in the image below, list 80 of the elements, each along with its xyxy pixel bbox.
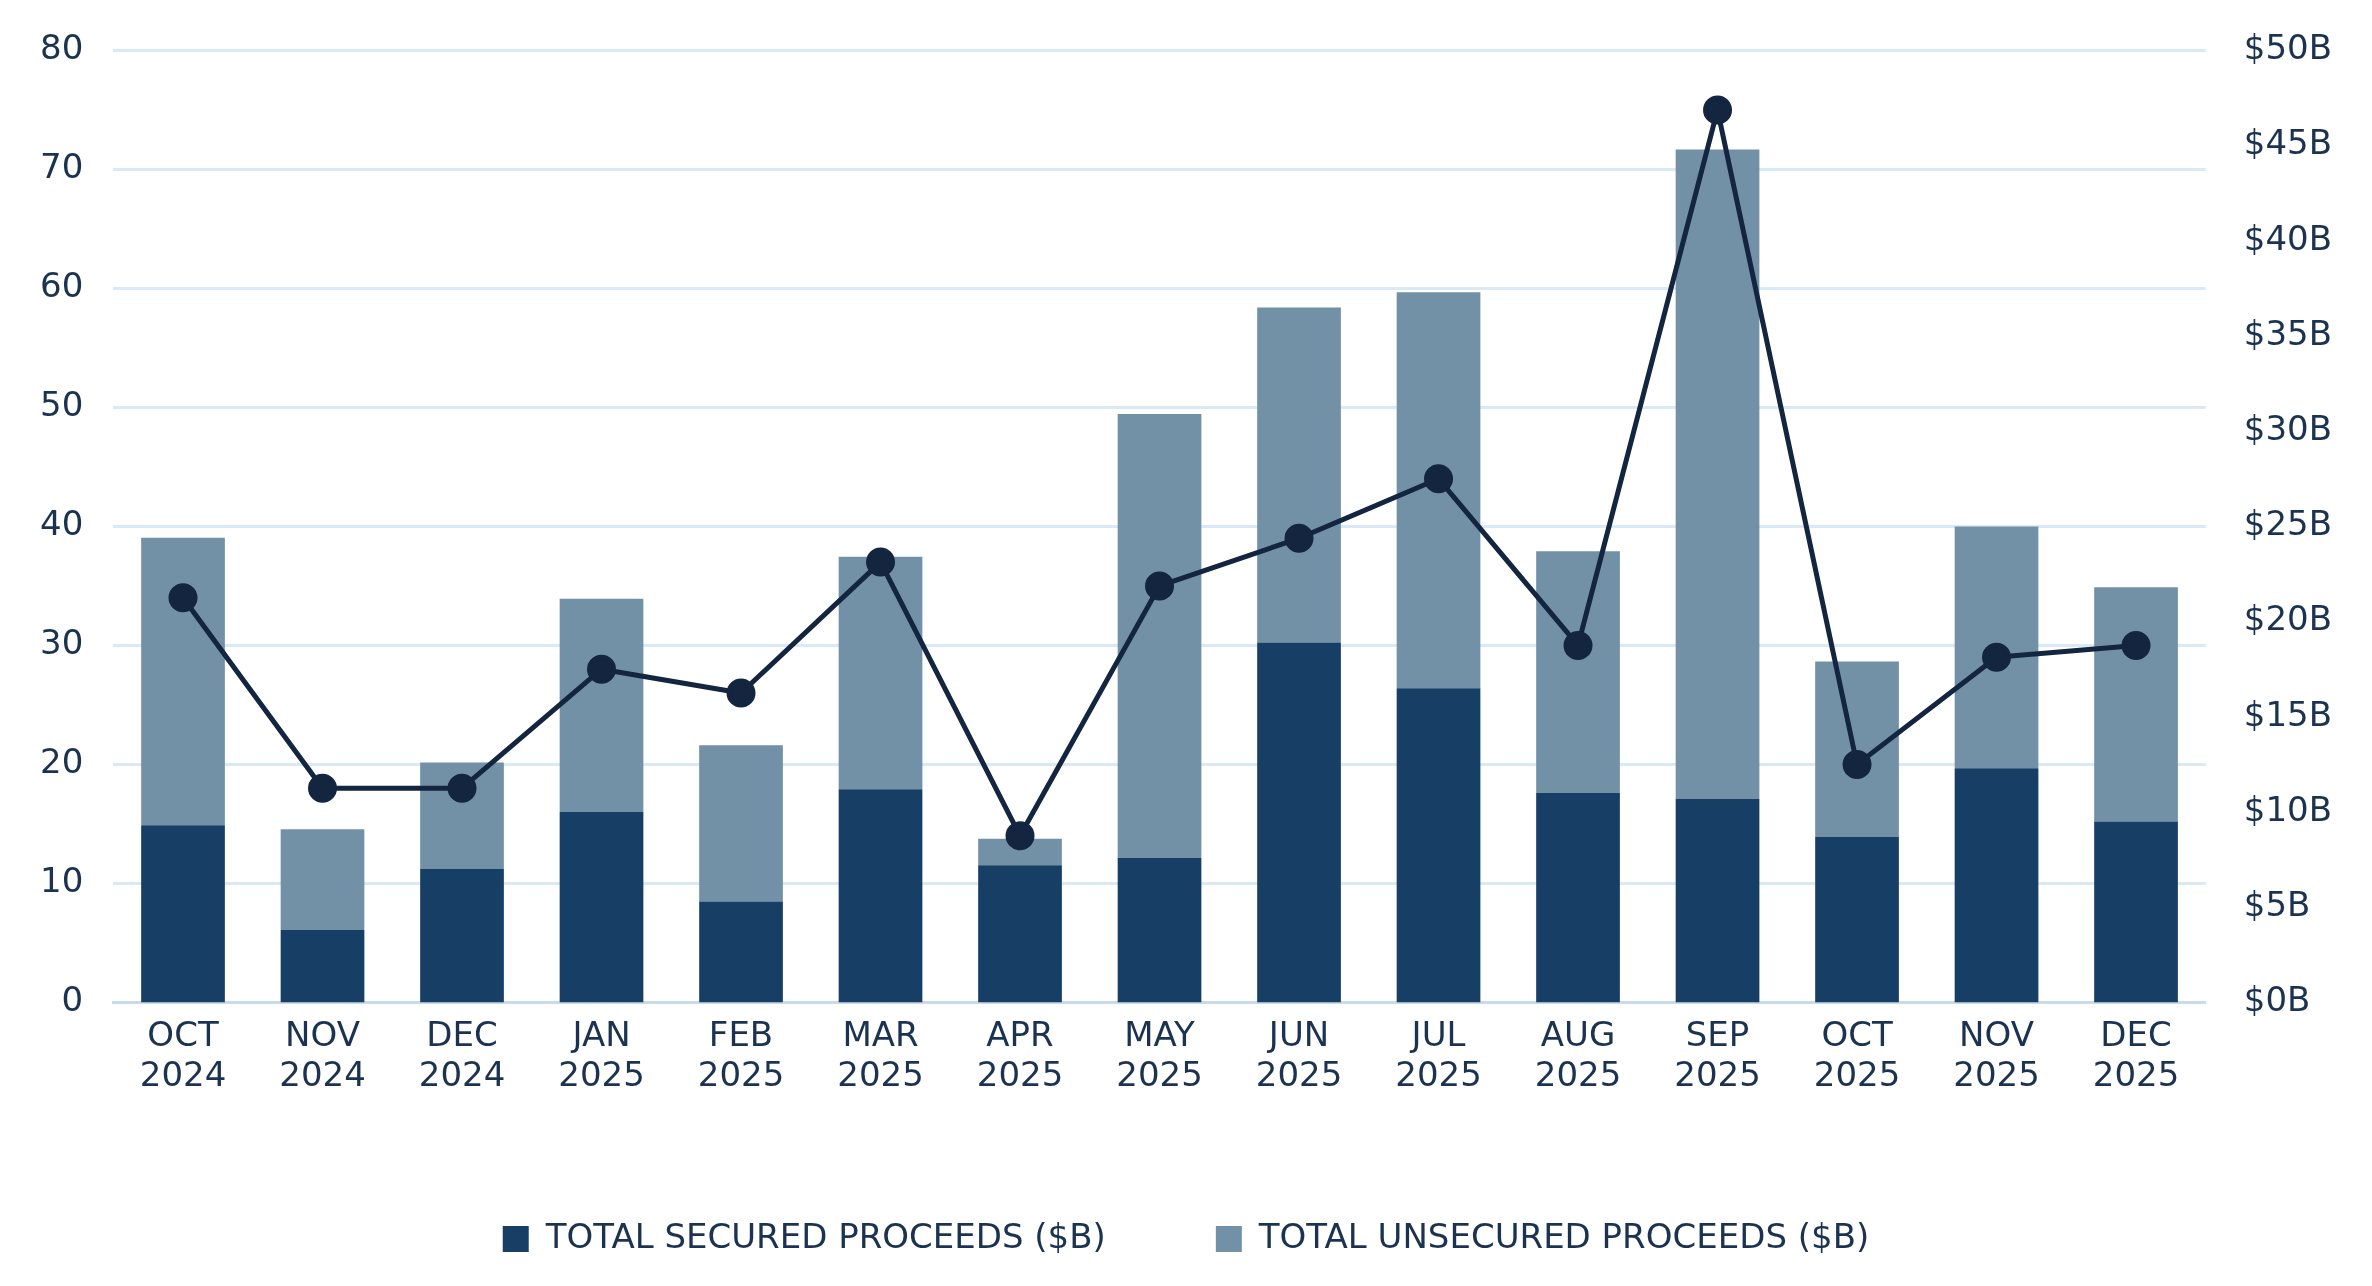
- point: [1284, 523, 1314, 553]
- bar: [1815, 836, 1899, 1003]
- point: [308, 773, 338, 803]
- x-tick-label: JUL 2025: [1395, 1013, 1482, 1095]
- y-tick-label: 70: [40, 146, 84, 187]
- y-tick-label: 0: [61, 979, 84, 1020]
- y2-tick-label: $45B: [2243, 122, 2333, 163]
- bar: [1117, 857, 1202, 1003]
- point: [447, 773, 477, 803]
- bar: [141, 825, 225, 1003]
- y-tick-label: 50: [40, 384, 84, 425]
- y2-tick-label: $0B: [2243, 979, 2311, 1020]
- y-tick-label: 40: [40, 503, 84, 544]
- bar: [2094, 821, 2178, 1003]
- y2-tick-label: $5B: [2243, 884, 2311, 925]
- y-tick-label: 20: [40, 741, 84, 782]
- point: [1982, 642, 2012, 672]
- point: [1424, 464, 1454, 494]
- bar: [978, 865, 1062, 1003]
- point: [726, 678, 756, 708]
- bar: [1536, 551, 1620, 793]
- y2-tick-label: $30B: [2243, 408, 2333, 449]
- bar: [1675, 798, 1760, 1003]
- x-tick-label: DEC 2024: [418, 1013, 506, 1095]
- y2-tick-label: $20B: [2243, 598, 2333, 639]
- bar: [1396, 688, 1481, 1003]
- point: [866, 547, 896, 577]
- y2-tick-label: $40B: [2243, 217, 2333, 258]
- bar: [1954, 526, 2039, 769]
- bar: [1257, 642, 1341, 1003]
- x-tick-label: MAY 2025: [1116, 1013, 1203, 1095]
- bar: [1117, 414, 1202, 858]
- x-tick-label: APR 2025: [976, 1013, 1064, 1095]
- point: [1842, 749, 1872, 779]
- bar: [1257, 307, 1341, 643]
- x-tick-label: JUN 2025: [1255, 1013, 1343, 1095]
- bar: [699, 745, 783, 902]
- bar: [2094, 587, 2178, 822]
- y2-tick-label: $10B: [2243, 788, 2333, 829]
- point: [1563, 630, 1593, 660]
- bar: [420, 869, 504, 1003]
- bar: [141, 537, 225, 826]
- y-tick-label: 30: [40, 622, 84, 663]
- point: [1145, 571, 1175, 601]
- bar: [1536, 792, 1620, 1003]
- y2-tick-label: $15B: [2243, 693, 2333, 734]
- y-tick-label: 60: [40, 265, 84, 306]
- x-tick-label: NOV 2024: [279, 1013, 366, 1095]
- bar: [280, 930, 365, 1003]
- x-tick-label: JAN 2025: [558, 1013, 645, 1095]
- legend-label: TOTAL UNSECURED PROCEEDS ($B): [1257, 1215, 1870, 1256]
- bar: [1675, 149, 1760, 799]
- x-tick-label: NOV 2025: [1953, 1013, 2040, 1095]
- legend-label: TOTAL SECURED PROCEEDS ($B): [544, 1215, 1106, 1256]
- point: [1005, 821, 1035, 851]
- x-tick-label: SEP 2025: [1674, 1013, 1761, 1095]
- x-tick-label: OCT 2025: [1813, 1013, 1901, 1095]
- point: [168, 583, 198, 613]
- x-tick-label: OCT 2024: [139, 1013, 227, 1095]
- x-tick-label: FEB 2025: [697, 1013, 785, 1095]
- x-tick-label: DEC 2025: [2092, 1013, 2180, 1095]
- bar: [1396, 292, 1481, 689]
- bar: [838, 556, 923, 790]
- x-tick-label: AUG 2025: [1534, 1013, 1622, 1095]
- bar: [559, 598, 644, 812]
- bar: [699, 901, 783, 1003]
- point: [587, 654, 617, 684]
- y-tick-label: 80: [40, 27, 84, 68]
- y2-tick-label: $35B: [2243, 312, 2333, 353]
- point: [2121, 630, 2151, 660]
- bar: [838, 789, 923, 1003]
- bar: [280, 829, 365, 931]
- bar: [1815, 661, 1899, 837]
- bar: [559, 812, 644, 1003]
- point: [1703, 95, 1733, 125]
- y2-tick-label: $50B: [2243, 27, 2333, 68]
- bar: [1954, 768, 2039, 1003]
- y-tick-label: 10: [40, 860, 84, 901]
- x-tick-label: MAR 2025: [837, 1013, 924, 1095]
- y2-tick-label: $25B: [2243, 503, 2333, 544]
